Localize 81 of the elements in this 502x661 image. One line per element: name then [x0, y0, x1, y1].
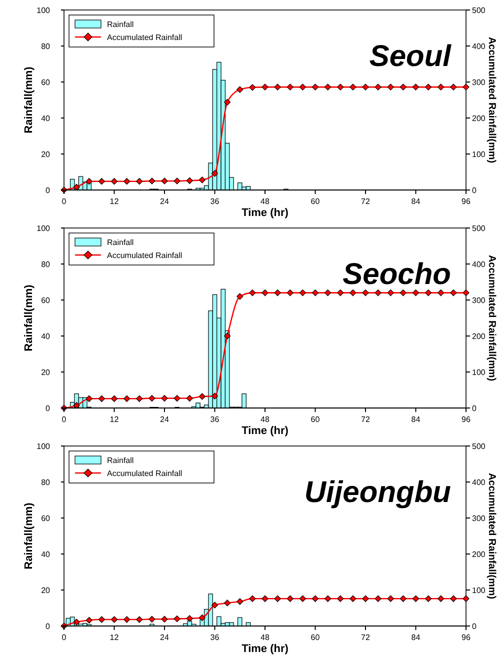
- text: Seocho: [342, 258, 451, 291]
- y2-tick-label: 300: [472, 514, 486, 523]
- x-axis-title: Time (hr): [242, 425, 289, 437]
- y2-tick-label: 0: [472, 186, 477, 195]
- y-axis-title: Rainfall(mm): [23, 502, 35, 570]
- x-tick-label: 36: [210, 415, 220, 424]
- y-tick-label: 80: [41, 260, 51, 269]
- x-tick-label: 60: [310, 415, 320, 424]
- y-tick-label: 40: [41, 550, 51, 559]
- y2-axis-title: Accumulated Rainfall(mm): [486, 36, 497, 164]
- x-tick-label: 48: [260, 415, 270, 424]
- legend-label: Rainfall: [107, 456, 134, 465]
- y2-tick-label: 500: [472, 442, 486, 451]
- x-tick-label: 84: [411, 415, 421, 424]
- y2-tick-label: 400: [472, 478, 486, 487]
- y-axis-title: Rainfall(mm): [23, 66, 35, 134]
- y-axis-title: Rainfall(mm): [23, 284, 35, 352]
- y2-tick-label: 200: [472, 332, 486, 341]
- x-tick-label: 24: [160, 415, 170, 424]
- legend-label: Accumulated Rainfall: [107, 33, 182, 42]
- y2-tick-label: 500: [472, 6, 486, 15]
- y-tick-label: 0: [46, 186, 51, 195]
- x-tick-label: 24: [160, 197, 170, 206]
- y2-axis-title: Accumulated Rainfall(mm): [486, 472, 497, 600]
- y-tick-label: 0: [46, 622, 51, 631]
- y2-tick-label: 200: [472, 550, 486, 559]
- x-tick-label: 96: [462, 415, 471, 424]
- y-tick-label: 80: [41, 42, 51, 51]
- x-tick-label: 0: [62, 415, 67, 424]
- y2-tick-label: 300: [472, 78, 486, 87]
- y-tick-label: 100: [36, 6, 51, 15]
- x-tick-label: 12: [110, 197, 120, 206]
- legend-label: Rainfall: [107, 238, 134, 247]
- x-tick-label: 96: [462, 633, 471, 642]
- y2-tick-label: 0: [472, 622, 477, 631]
- y-tick-label: 60: [41, 78, 51, 87]
- y2-tick-label: 200: [472, 114, 486, 123]
- x-tick-label: 72: [361, 633, 370, 642]
- y2-tick-label: 100: [472, 368, 486, 377]
- y2-tick-label: 400: [472, 42, 486, 51]
- y-tick-label: 60: [41, 296, 51, 305]
- y2-tick-label: 300: [472, 296, 486, 305]
- x-tick-label: 48: [260, 197, 270, 206]
- text: Uijeongbu: [304, 476, 451, 509]
- legend-label: Rainfall: [107, 20, 134, 29]
- x-tick-label: 12: [110, 415, 120, 424]
- x-axis-title: Time (hr): [242, 207, 289, 219]
- x-tick-label: 12: [110, 633, 120, 642]
- y-tick-label: 100: [36, 442, 51, 451]
- y-tick-label: 20: [41, 368, 51, 377]
- x-axis-title: Time (hr): [242, 643, 289, 655]
- y-tick-label: 60: [41, 514, 51, 523]
- x-tick-label: 72: [361, 415, 370, 424]
- x-tick-label: 84: [411, 197, 421, 206]
- y-tick-label: 40: [41, 332, 51, 341]
- y-tick-label: 0: [46, 404, 51, 413]
- y-tick-label: 20: [41, 150, 51, 159]
- y-tick-label: 80: [41, 478, 51, 487]
- y-tick-label: 100: [36, 224, 51, 233]
- y2-tick-label: 0: [472, 404, 477, 413]
- x-tick-label: 0: [62, 633, 67, 642]
- x-tick-label: 36: [210, 633, 220, 642]
- x-tick-label: 84: [411, 633, 421, 642]
- x-tick-label: 96: [462, 197, 471, 206]
- y-tick-label: 40: [41, 114, 51, 123]
- x-tick-label: 60: [310, 197, 320, 206]
- x-tick-label: 24: [160, 633, 170, 642]
- x-tick-label: 0: [62, 197, 67, 206]
- x-tick-label: 48: [260, 633, 270, 642]
- y2-tick-label: 500: [472, 224, 486, 233]
- y2-tick-label: 400: [472, 260, 486, 269]
- x-tick-label: 36: [210, 197, 220, 206]
- y-tick-label: 20: [41, 586, 51, 595]
- legend-label: Accumulated Rainfall: [107, 469, 182, 478]
- x-tick-label: 72: [361, 197, 370, 206]
- y2-tick-label: 100: [472, 150, 486, 159]
- y2-tick-label: 100: [472, 586, 486, 595]
- y2-axis-title: Accumulated Rainfall(mm): [486, 254, 497, 382]
- x-tick-label: 60: [310, 633, 320, 642]
- text: Seoul: [369, 40, 452, 73]
- legend-label: Accumulated Rainfall: [107, 251, 182, 260]
